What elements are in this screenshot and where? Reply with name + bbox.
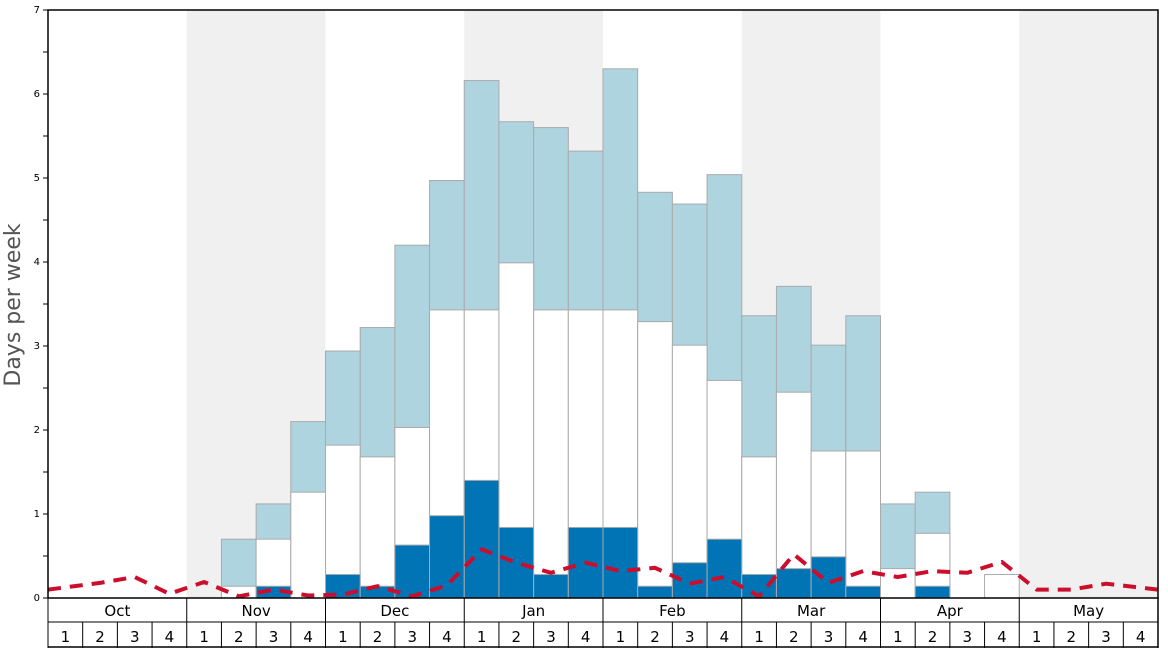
week-label: 4 <box>997 628 1007 646</box>
month-shade <box>1019 10 1158 598</box>
week-label: 1 <box>61 628 71 646</box>
y-tick-label: 4 <box>34 257 40 268</box>
week-label: 3 <box>407 628 417 646</box>
bar-dark <box>775 568 812 599</box>
week-label: 4 <box>581 628 591 646</box>
bar-dark <box>429 515 465 599</box>
bar-white <box>880 568 916 599</box>
week-label: 4 <box>303 628 313 646</box>
week-label: 3 <box>962 628 972 646</box>
week-label: 3 <box>546 628 556 646</box>
bar-white <box>290 491 326 599</box>
week-label: 3 <box>130 628 140 646</box>
bar-white <box>671 344 708 599</box>
bar-dark <box>845 585 881 599</box>
bar-dark <box>394 544 431 599</box>
y-axis-title: Days per week <box>1 223 26 386</box>
week-label: 1 <box>477 628 487 646</box>
week-label: 1 <box>1032 628 1042 646</box>
bar-dark <box>914 585 951 599</box>
week-label: 2 <box>512 628 522 646</box>
y-tick-label: 1 <box>34 509 40 520</box>
week-label: 2 <box>650 628 660 646</box>
y-tick-label: 0 <box>34 593 40 604</box>
bar-dark <box>706 538 743 599</box>
bar-white <box>533 309 569 599</box>
month-label: Mar <box>797 602 826 620</box>
week-label: 1 <box>754 628 764 646</box>
week-label: 1 <box>338 628 348 646</box>
month-label: Oct <box>104 602 130 620</box>
bar-white <box>845 450 881 599</box>
week-label: 4 <box>1136 628 1146 646</box>
bar-white <box>984 573 1020 599</box>
week-label: 4 <box>858 628 868 646</box>
trend-line-layer <box>47 547 1159 599</box>
week-label: 3 <box>269 628 279 646</box>
week-label: 1 <box>199 628 209 646</box>
trend-line <box>47 547 1159 599</box>
y-tick-label: 2 <box>34 425 40 436</box>
bar-dark <box>533 573 569 599</box>
week-label: 2 <box>373 628 383 646</box>
week-label: 4 <box>165 628 175 646</box>
week-label: 4 <box>720 628 730 646</box>
week-label: 2 <box>234 628 244 646</box>
y-tick-label: 5 <box>34 173 40 184</box>
week-label: 2 <box>1067 628 1077 646</box>
week-label: 3 <box>1101 628 1111 646</box>
month-label: Dec <box>380 602 409 620</box>
bar-dark <box>498 526 535 599</box>
y-tick-label: 3 <box>34 341 40 352</box>
month-label: May <box>1073 602 1104 620</box>
week-label: 4 <box>442 628 452 646</box>
week-label: 3 <box>685 628 695 646</box>
month-label: Nov <box>241 602 270 620</box>
bar-white <box>637 321 673 599</box>
week-label: 2 <box>95 628 105 646</box>
bar-dark <box>637 585 673 599</box>
bars-layer <box>220 68 1020 599</box>
week-label: 3 <box>824 628 834 646</box>
bar-dark <box>602 526 639 599</box>
month-label: Apr <box>937 602 964 620</box>
x-axis-labels: Oct 1 2 3 4 Nov 1 2 3 4 Dec 1 2 3 4 Jan 1 2 3 4 Feb 1 2 3 4 Mar 1 2… <box>47 598 1159 648</box>
y-tick-label: 7 <box>34 5 40 16</box>
y-tick-label: 6 <box>34 89 40 100</box>
bar-white <box>325 444 361 599</box>
bar-white <box>359 456 396 599</box>
month-label: Jan <box>521 602 545 620</box>
month-label: Feb <box>659 602 686 620</box>
week-label: 1 <box>893 628 903 646</box>
week-label: 2 <box>928 628 938 646</box>
week-label: 1 <box>616 628 626 646</box>
bar-dark <box>463 479 500 599</box>
week-label: 2 <box>789 628 799 646</box>
